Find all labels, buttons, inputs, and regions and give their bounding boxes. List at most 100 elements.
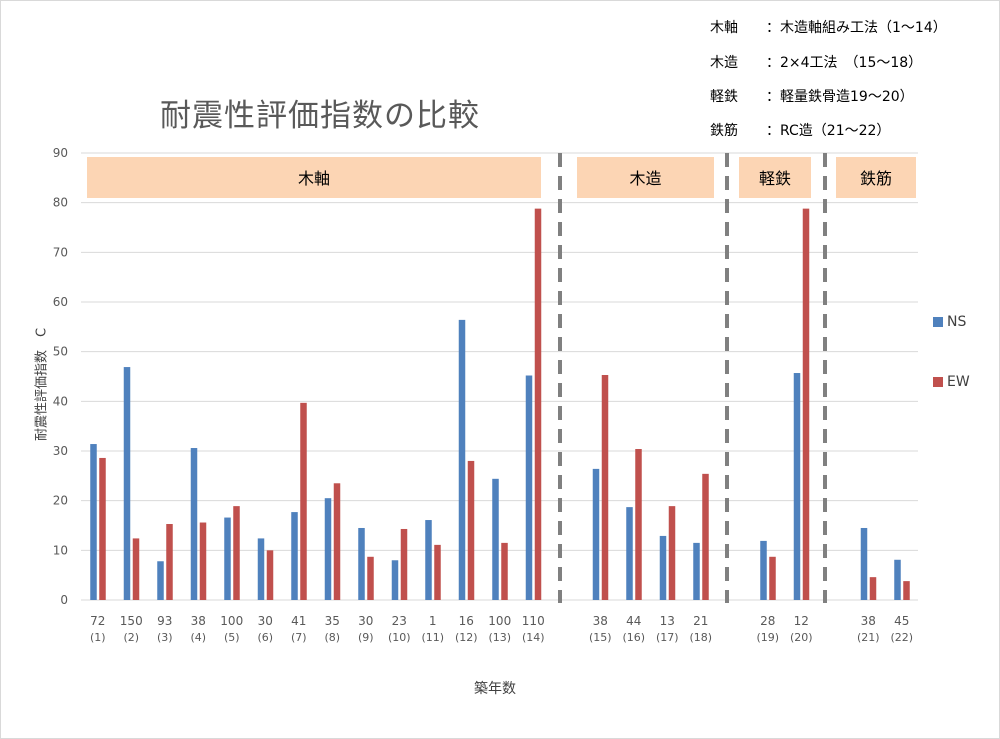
x-tick-age: 45 xyxy=(894,614,909,628)
x-tick-age: 38 xyxy=(191,614,206,628)
legend-item-ew: EW xyxy=(933,374,970,390)
bar-ew xyxy=(635,449,642,600)
bar-ns xyxy=(425,520,432,600)
x-tick-id: (3) xyxy=(157,631,173,644)
x-tick-id: (12) xyxy=(455,631,478,644)
chart-title: 耐震性評価指数の比較 xyxy=(160,98,480,134)
group-label: 軽鉄 xyxy=(759,169,791,188)
x-tick-id: (11) xyxy=(421,631,444,644)
x-tick-id: (21) xyxy=(857,631,880,644)
x-tick-age: 110 xyxy=(522,614,545,628)
x-tick-age: 35 xyxy=(325,614,340,628)
x-tick-age: 30 xyxy=(358,614,373,628)
bar-ew xyxy=(400,528,408,600)
y-tick-label: 50 xyxy=(53,345,68,359)
bar-ns xyxy=(324,498,332,600)
y-tick-label: 80 xyxy=(53,196,68,210)
bar-ew xyxy=(702,473,709,600)
x-tick-id: (15) xyxy=(589,631,612,644)
bar-ew xyxy=(903,581,910,600)
note-row: 鉄筋 ：RC造（21～22） xyxy=(710,120,890,140)
bar-ns xyxy=(693,542,700,600)
group-label: 鉄筋 xyxy=(860,169,892,188)
x-tick-id: (18) xyxy=(689,631,712,644)
x-tick-id: (20) xyxy=(790,631,813,644)
x-tick-age: 93 xyxy=(157,614,172,628)
y-tick-label: 90 xyxy=(53,146,68,160)
y-tick-label: 60 xyxy=(53,295,68,309)
note-row: 軽鉄 ：軽量鉄骨造19～20） xyxy=(710,86,914,106)
bar-ns xyxy=(626,507,633,600)
x-tick-age: 150 xyxy=(120,614,143,628)
x-axis-title: 築年数 xyxy=(474,681,516,697)
legend-swatch-ew xyxy=(933,377,943,387)
y-tick-label: 20 xyxy=(53,494,68,508)
y-tick-label: 30 xyxy=(53,444,68,458)
x-tick-age: 16 xyxy=(459,614,474,628)
legend-label: EW xyxy=(947,374,970,390)
x-tick-age: 44 xyxy=(626,614,641,628)
bar-ns xyxy=(525,375,533,600)
x-tick-id: (13) xyxy=(488,631,511,644)
group-band xyxy=(87,157,541,198)
bar-ew xyxy=(534,208,542,601)
x-tick-age: 12 xyxy=(794,614,809,628)
x-tick-age: 13 xyxy=(660,614,675,628)
note-row: 木造 ：2×4工法 （15～18） xyxy=(710,52,922,72)
x-tick-age: 100 xyxy=(488,614,511,628)
x-tick-id: (10) xyxy=(388,631,411,644)
x-tick-id: (9) xyxy=(358,631,374,644)
x-tick-age: 23 xyxy=(392,614,407,628)
note-desc: ：木造軸組み工法（1～14） xyxy=(766,20,947,36)
group-label: 木軸 xyxy=(298,169,330,188)
x-tick-id: (22) xyxy=(890,631,913,644)
bar-ns xyxy=(190,448,198,600)
bar-ns xyxy=(458,319,466,600)
bar-ns xyxy=(793,373,801,600)
y-tick-label: 40 xyxy=(53,394,68,408)
x-tick-id: (1) xyxy=(90,631,106,644)
bar-ew xyxy=(769,556,776,600)
bar-ns xyxy=(257,538,265,600)
bar-ns xyxy=(90,444,97,600)
bar-ew xyxy=(199,522,207,600)
x-tick-age: 41 xyxy=(291,614,306,628)
x-tick-age: 72 xyxy=(90,614,105,628)
bar-ew xyxy=(802,208,810,601)
bar-ew xyxy=(601,375,609,600)
y-tick-label: 10 xyxy=(53,543,68,557)
x-tick-id: (4) xyxy=(190,631,206,644)
x-tick-age: 30 xyxy=(258,614,273,628)
legend-item-ns: NS xyxy=(933,314,966,330)
x-tick-id: (2) xyxy=(123,631,139,644)
bar-ew xyxy=(266,550,274,600)
note-row: 木軸 ：木造軸組み工法（1～14） xyxy=(710,17,947,37)
bar-ns xyxy=(592,468,600,600)
bar-ns xyxy=(894,559,901,600)
bar-ew xyxy=(333,483,341,600)
note-key: 軽鉄 xyxy=(710,89,738,105)
bar-ns xyxy=(157,561,164,600)
bar-ns xyxy=(760,540,767,600)
x-tick-id: (7) xyxy=(291,631,307,644)
x-tick-age: 100 xyxy=(220,614,243,628)
note-key: 鉄筋 xyxy=(710,123,738,139)
bar-ns xyxy=(860,527,868,600)
x-tick-id: (6) xyxy=(257,631,273,644)
bar-ew xyxy=(99,457,106,600)
y-tick-label: 70 xyxy=(53,245,68,259)
bar-ns xyxy=(291,512,298,600)
note-key: 木造 xyxy=(710,55,738,71)
x-tick-id: (14) xyxy=(522,631,545,644)
group-band xyxy=(836,157,916,198)
x-tick-id: (8) xyxy=(324,631,340,644)
note-desc: ：RC造（21～22） xyxy=(766,123,891,139)
bar-ns xyxy=(358,527,365,600)
bar-ew xyxy=(434,544,441,600)
bar-ns xyxy=(123,367,131,600)
x-tick-age: 28 xyxy=(760,614,775,628)
x-tick-id: (16) xyxy=(622,631,645,644)
bar-ew xyxy=(668,506,676,600)
y-tick-label: 0 xyxy=(60,593,68,607)
